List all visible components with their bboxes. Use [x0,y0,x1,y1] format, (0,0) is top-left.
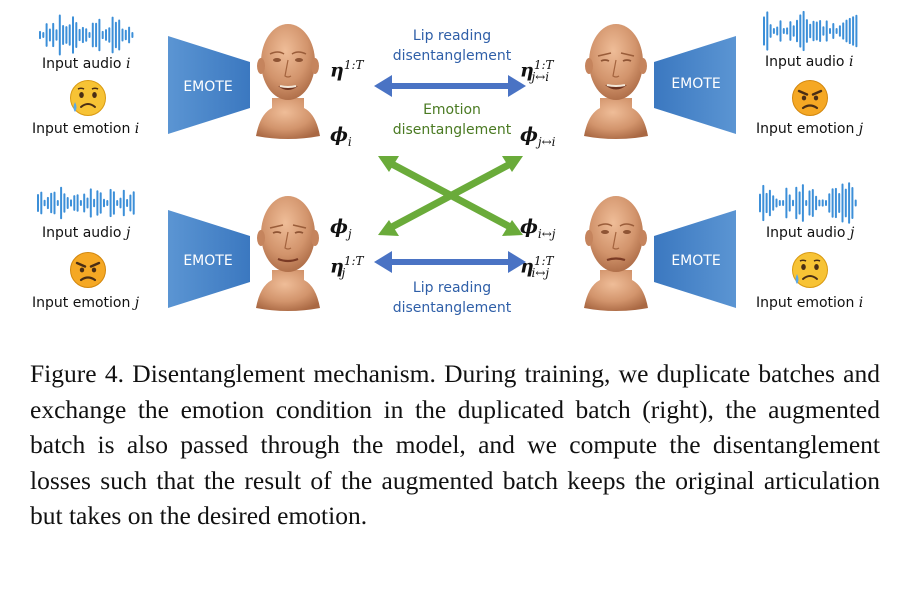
arrows-layer [374,75,526,273]
figure-caption: Figure 4. Disentanglement mechanism. Dur… [30,359,880,530]
eta-symbol: η1:T [330,58,364,82]
input-audio-label: Input audio j [42,225,131,241]
emote-encoder-block: EMOTE [168,36,250,134]
emote-encoder-block: EMOTE [168,210,250,308]
emote-label: EMOTE [671,253,720,269]
angry-face-emoji-icon [792,80,828,116]
input-audio-label: Input audio i [765,54,854,70]
angry-face-emoji-icon [70,252,106,288]
eta-symbol: η1:Ti↔j [520,254,554,281]
input-emotion-label: Input emotion i [756,295,864,311]
lip-reading-label: Lip reading disentanglement [392,280,512,316]
eta-symbol: η1:Tj↔i [520,58,554,85]
lip-reading-arrow [374,75,526,97]
face-mesh-head [584,196,648,311]
input-emotion-label: Input emotion j [32,295,140,311]
lip-reading-arrow [374,251,526,273]
eta-symbol: η1:Tj [330,254,364,281]
input-emotion-label: Input emotion j [756,121,864,137]
phi-symbol: ϕj [330,216,352,241]
waveform-icon [763,10,858,52]
waveform-icon [759,182,857,224]
input-audio-label: Input audio i [42,56,131,72]
emotion-disentanglement-label: Emotion disentanglement [392,102,512,138]
emote-label: EMOTE [183,253,232,269]
phi-symbol: ϕi [330,124,352,149]
emote-label: EMOTE [183,79,232,95]
lip-reading-label: Lip reading disentanglement [392,28,512,64]
phi-symbol: ϕj↔i [520,124,556,149]
input-audio-label: Input audio j [766,225,855,241]
input-emotion-label: Input emotion i [32,121,140,137]
disentanglement-figure: Input audio i Input emotion i Input audi… [32,10,864,316]
waveform-icon [39,14,134,56]
emotion-cross-arrow [378,156,523,236]
emote-encoder-block: EMOTE [654,210,736,308]
sad-face-emoji-icon [70,80,106,116]
phi-symbol: ϕi↔j [520,216,556,241]
face-mesh-head [256,24,320,139]
waveform-icon [37,186,135,220]
face-mesh-head [584,24,648,139]
emote-label: EMOTE [671,76,720,92]
sad-face-emoji-icon [792,252,828,288]
emote-encoder-block: EMOTE [654,36,736,134]
face-mesh-head [256,196,320,311]
